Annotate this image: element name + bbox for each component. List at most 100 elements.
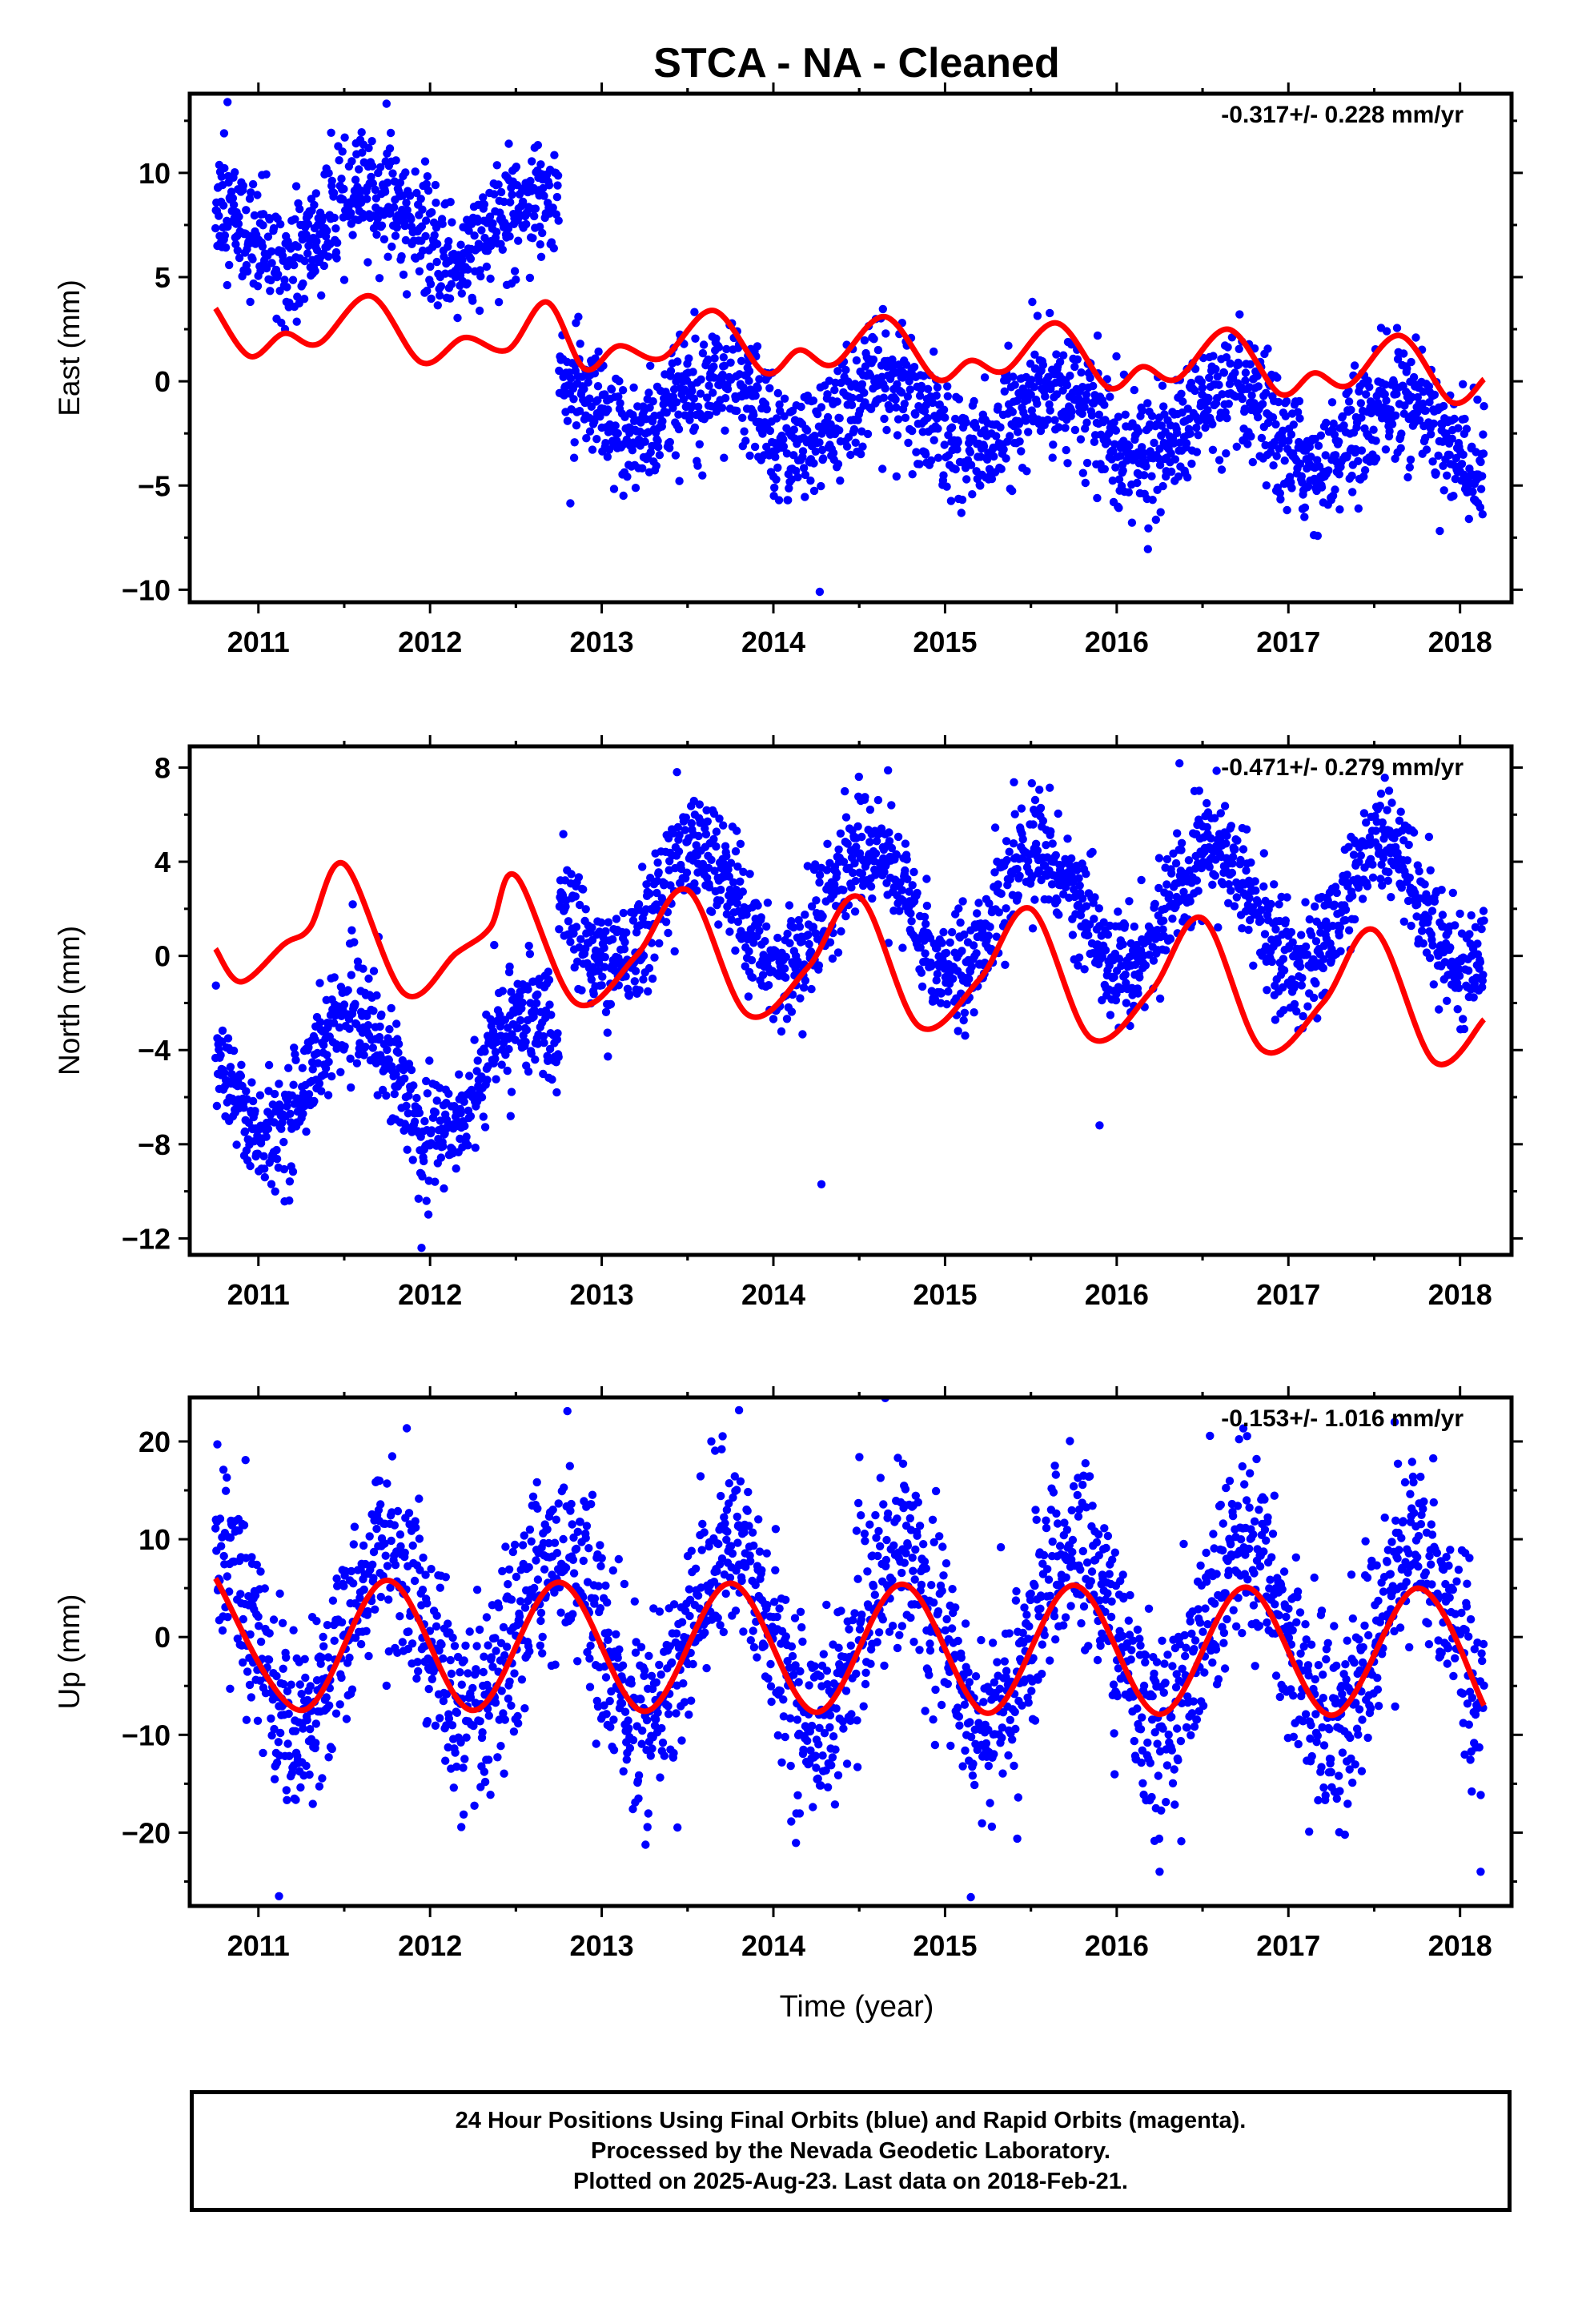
data-point: [885, 404, 894, 413]
data-point: [1217, 465, 1227, 474]
data-point: [1248, 457, 1258, 467]
data-point: [999, 445, 1008, 454]
data-point: [917, 968, 926, 977]
data-point: [941, 413, 950, 422]
data-point: [1239, 845, 1248, 854]
data-point: [1008, 408, 1018, 416]
data-point: [1241, 368, 1251, 377]
data-point: [492, 227, 501, 236]
data-point: [623, 472, 632, 481]
data-point: [866, 404, 876, 413]
data-point: [1134, 427, 1143, 436]
data-point: [909, 867, 918, 877]
data-point: [681, 826, 689, 834]
data-point: [383, 178, 392, 187]
data-point: [937, 988, 946, 998]
data-point: [397, 251, 406, 261]
data-point: [235, 212, 243, 221]
data-point: [942, 948, 951, 958]
data-point: [1094, 410, 1104, 419]
data-point: [1246, 360, 1255, 369]
data-point: [386, 128, 396, 138]
data-point: [572, 923, 581, 931]
data-point: [780, 412, 789, 420]
data-point: [352, 1059, 362, 1068]
data-point: [1405, 463, 1415, 472]
data-point: [381, 1062, 390, 1072]
data-point: [1010, 810, 1019, 818]
data-point: [1022, 416, 1030, 425]
data-point: [522, 219, 531, 229]
data-point: [689, 394, 698, 403]
data-point: [1173, 829, 1182, 838]
data-point: [1267, 957, 1277, 967]
data-point: [563, 416, 572, 425]
data-point: [368, 1043, 377, 1052]
data-point: [712, 334, 721, 343]
data-point: [644, 388, 653, 397]
data-point: [705, 883, 714, 892]
data-point: [648, 974, 657, 983]
data-point: [782, 449, 792, 458]
data-point: [225, 1587, 234, 1596]
data-point: [1439, 401, 1448, 411]
data-point: [1273, 938, 1283, 947]
data-point: [262, 1132, 271, 1141]
data-point: [1098, 952, 1107, 961]
data-point: [721, 394, 730, 403]
data-point: [1027, 376, 1036, 384]
data-point: [464, 265, 472, 274]
data-point: [396, 178, 405, 187]
data-point: [954, 395, 964, 404]
data-point: [431, 180, 440, 190]
data-point: [714, 920, 723, 929]
data-point: [1048, 453, 1057, 462]
data-point: [744, 992, 753, 1001]
data-point: [705, 411, 714, 420]
data-point: [476, 271, 485, 281]
data-point: [319, 261, 328, 271]
data-point: [357, 128, 366, 137]
data-point: [1385, 427, 1394, 436]
data-point: [960, 930, 969, 939]
data-point-outlier: [815, 587, 825, 597]
data-point: [340, 133, 349, 142]
data-point: [418, 205, 427, 214]
data-point: [364, 143, 373, 153]
data-point: [1270, 880, 1279, 889]
data-point: [414, 1194, 423, 1204]
data-point: [531, 1055, 540, 1064]
data-point: [566, 499, 575, 508]
data-point: [1052, 350, 1061, 359]
data-point: [1437, 886, 1446, 895]
data-point: [1378, 818, 1387, 827]
data-point: [1300, 503, 1310, 512]
data-point: [733, 406, 741, 416]
data-point: [540, 191, 548, 200]
data-point: [882, 425, 891, 435]
data-point: [403, 1145, 412, 1154]
data-point: [424, 1210, 433, 1219]
data-point: [1103, 437, 1112, 446]
data-point: [851, 876, 860, 886]
data-point: [426, 279, 436, 288]
data-point: [231, 168, 239, 177]
data-point: [270, 1118, 279, 1127]
data-point: [1067, 407, 1076, 416]
data-point: [806, 476, 815, 485]
data-point: [372, 991, 381, 1000]
data-point: [771, 452, 780, 461]
data-point: [640, 437, 649, 446]
data-point: [896, 878, 905, 887]
data-point: [1197, 863, 1207, 873]
data-point: [709, 362, 718, 371]
data-point: [966, 448, 975, 456]
data-point: [1290, 999, 1299, 1009]
data-point: [799, 464, 809, 472]
data-point: [865, 805, 875, 814]
data-point: [1289, 420, 1299, 429]
data-point: [1015, 871, 1024, 881]
data-point: [379, 235, 389, 243]
data-point: [1120, 920, 1130, 930]
data-point: [674, 424, 684, 434]
